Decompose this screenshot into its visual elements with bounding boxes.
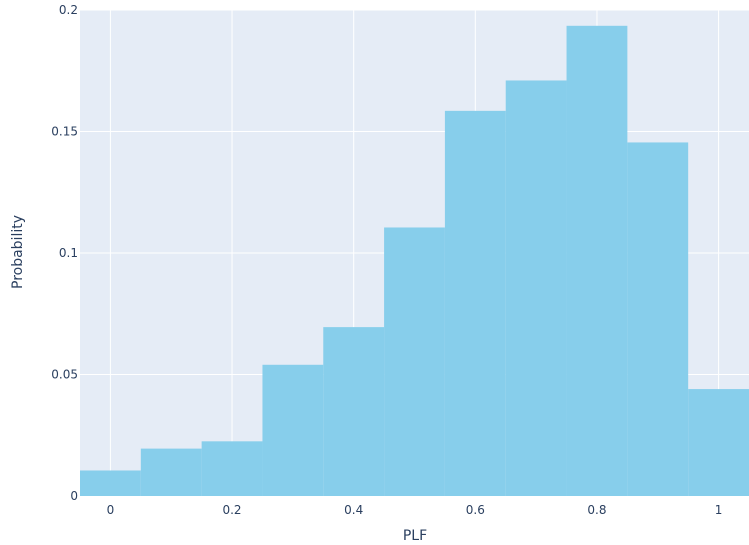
histogram-bar	[201, 441, 263, 496]
x-tick-label: 0.8	[587, 503, 606, 517]
histogram-bar	[627, 142, 689, 496]
histogram-bar	[566, 25, 628, 496]
y-tick-label: 0.2	[59, 3, 78, 17]
histogram-bar	[262, 364, 324, 496]
histogram-bar	[140, 448, 202, 496]
x-tick-label: 0.4	[344, 503, 363, 517]
x-tick-label: 0	[107, 503, 115, 517]
histogram-bar	[688, 389, 749, 496]
y-tick-label: 0.05	[51, 368, 78, 382]
x-axis-title: PLF	[403, 528, 427, 544]
histogram-bar	[80, 470, 141, 496]
y-tick-label: 0	[70, 489, 78, 503]
x-tick-label: 0.2	[222, 503, 241, 517]
histogram-bar	[384, 227, 445, 497]
y-axis-title: Probability	[10, 215, 26, 289]
x-tick-label: 0.6	[466, 503, 485, 517]
y-tick-labels: 0 0.05 0.1 0.15 0.2	[51, 3, 78, 503]
histogram-bar	[444, 110, 506, 496]
y-tick-label: 0.15	[51, 125, 78, 139]
histogram-bars	[80, 25, 749, 497]
histogram-bar	[505, 80, 567, 496]
y-tick-label: 0.1	[59, 246, 78, 260]
histogram-bar	[323, 327, 385, 496]
x-tick-label: 1	[715, 503, 723, 517]
x-tick-labels: 0 0.2 0.4 0.6 0.8 1	[107, 503, 723, 517]
